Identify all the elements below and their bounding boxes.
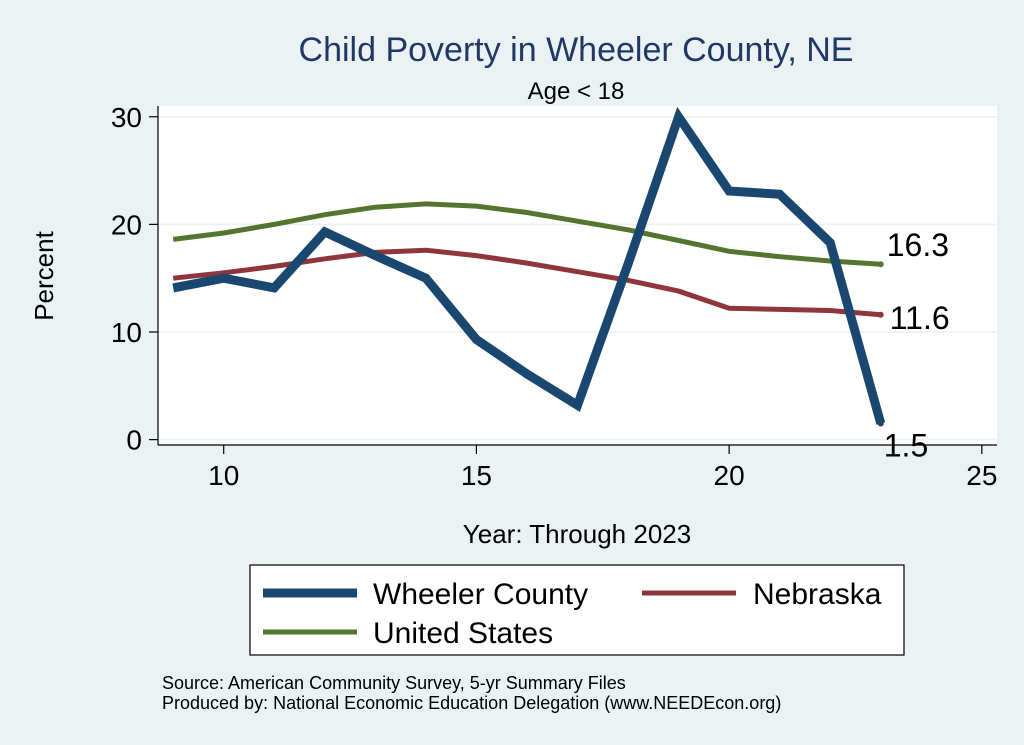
legend-label-united-states: United States — [373, 617, 553, 650]
end-label-nebraska: 11.6 — [890, 300, 950, 336]
y-axis-label: Percent — [29, 230, 59, 320]
y-tick-label: 30 — [111, 102, 142, 133]
x-tick-label: 20 — [714, 460, 745, 491]
series-layer — [172, 106, 886, 427]
source-note: Source: American Community Survey, 5-yr … — [162, 673, 626, 693]
x-tick-label: 15 — [461, 460, 492, 491]
legend: Wheeler County Nebraska United States — [249, 564, 905, 656]
series-end-point-united-states — [877, 261, 884, 268]
x-axis-label: Year: Through 2023 — [463, 519, 691, 549]
series-line-united-states — [172, 201, 881, 267]
chart-title: Child Poverty in Wheeler County, NE — [299, 31, 854, 69]
series-end-point-nebraska — [877, 311, 884, 318]
end-label-united-states: 16.3 — [887, 227, 949, 263]
legend-box — [249, 564, 905, 656]
y-tick-label: 0 — [126, 425, 142, 456]
end-label-wheeler-county: 1.5 — [884, 427, 928, 463]
series-line-wheeler-county — [172, 106, 886, 425]
series-end-point-wheeler-county — [877, 420, 884, 427]
chart-subtitle: Age < 18 — [528, 78, 625, 105]
x-tick-label: 10 — [208, 460, 239, 491]
end-labels: 1.5 11.6 16.3 — [884, 227, 950, 463]
y-axis-ticks: 0 10 20 30 — [111, 102, 158, 456]
x-axis-ticks: 10 15 20 25 — [208, 445, 997, 491]
legend-label-nebraska: Nebraska — [753, 578, 882, 611]
producer-note: Produced by: National Economic Education… — [162, 693, 781, 713]
legend-label-wheeler-county: Wheeler County — [373, 578, 588, 611]
x-tick-label: 25 — [966, 460, 997, 491]
plot-area — [158, 106, 997, 445]
y-tick-label: 10 — [111, 317, 142, 348]
y-tick-label: 20 — [111, 209, 142, 240]
